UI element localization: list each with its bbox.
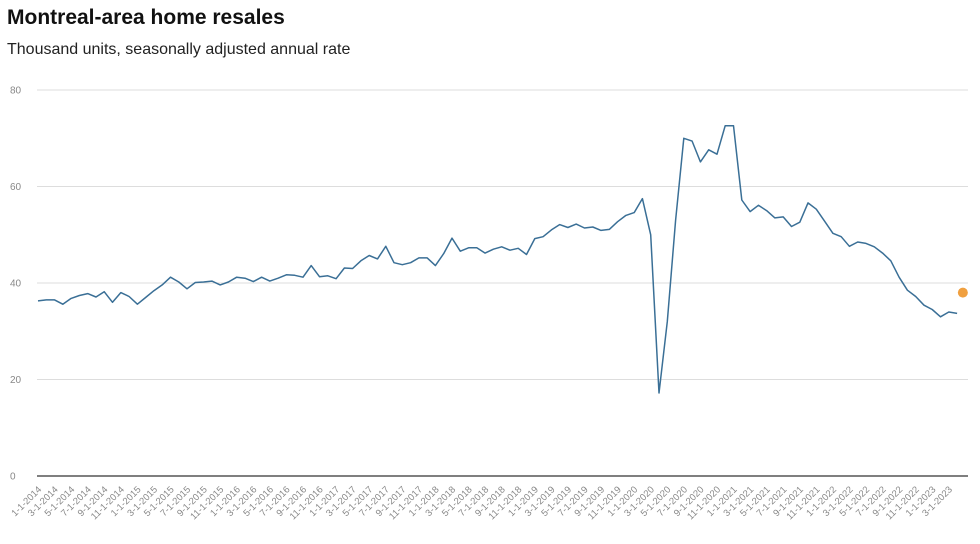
y-tick-label: 60 [10, 182, 22, 193]
y-tick-label: 40 [10, 279, 22, 290]
forecast-dot [957, 287, 968, 298]
y-tick-label: 80 [10, 86, 22, 97]
chart-subtitle: Thousand units, seasonally adjusted annu… [7, 41, 351, 58]
y-tick-label: 20 [10, 375, 22, 386]
chart-title: Montreal-area home resales [7, 6, 285, 29]
y-tick-label: 0 [10, 472, 16, 483]
resales-line [37, 124, 958, 394]
